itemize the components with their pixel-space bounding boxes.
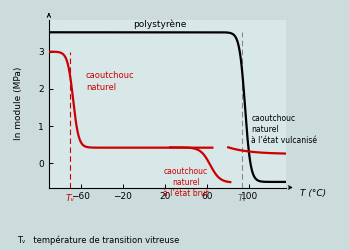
Text: ln module (MPa): ln module (MPa) bbox=[14, 67, 22, 140]
Text: caoutchouc
naturel
à l’état vulcanisé: caoutchouc naturel à l’état vulcanisé bbox=[251, 114, 317, 146]
Text: Tᵥ: Tᵥ bbox=[237, 194, 246, 203]
Text: Tᵥ   température de transition vitreuse: Tᵥ température de transition vitreuse bbox=[17, 236, 180, 245]
Text: Tᵥ: Tᵥ bbox=[65, 194, 75, 203]
Text: caoutchouc
naturel: caoutchouc naturel bbox=[86, 71, 134, 92]
Text: polystyrène: polystyrène bbox=[133, 19, 186, 28]
Text: caoutchouc
naturel
à l’état brut: caoutchouc naturel à l’état brut bbox=[163, 167, 209, 198]
Text: T (°C): T (°C) bbox=[300, 189, 327, 198]
